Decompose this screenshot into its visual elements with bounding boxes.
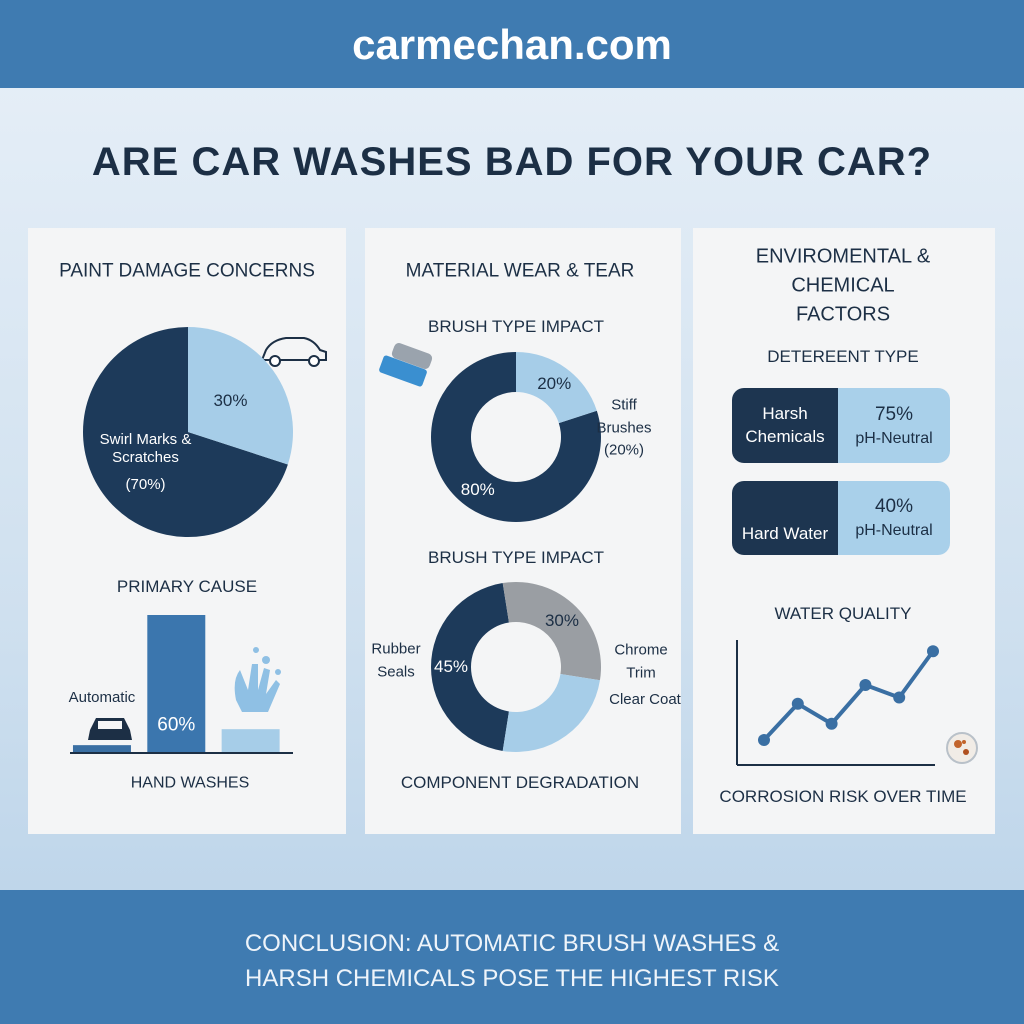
value-label: 80% [460, 479, 495, 499]
pie-slice [188, 327, 293, 465]
row-label: Hard Water [741, 523, 829, 543]
chart-title: PRIMARY CAUSE [116, 576, 258, 596]
value-label: 45% [433, 656, 469, 676]
x-axis-label: CORROSION RISK OVER TIME [719, 786, 967, 806]
value-label: 60% [157, 714, 196, 736]
rust-icon [946, 732, 978, 764]
chart-title: BRUSH TYPE IMPACT [427, 316, 605, 336]
car-icon [88, 718, 132, 740]
point [927, 645, 939, 658]
chart-caption: COMPONENT DEGRADATION [400, 772, 640, 792]
value-label: 30% [544, 610, 579, 630]
site-name: carmechan.com [352, 20, 672, 68]
pie-slice [431, 583, 509, 751]
value-label: 20% [537, 374, 572, 394]
section-title: DETEREENT TYPE [767, 346, 919, 366]
x-axis-label: HAND WASHES [130, 774, 250, 792]
pie-slice [431, 352, 601, 523]
point [758, 734, 770, 746]
slice-label: Swirl Marks & Scratches [99, 430, 192, 466]
detergent-row: Harsh Chemicals 75% pH-Neutral [732, 388, 950, 463]
panel-title: PAINT DAMAGE CONCERNS [59, 260, 315, 282]
value-label: 30% [213, 390, 248, 410]
row-sublabel: pH-Neutral [855, 429, 933, 447]
pie-slice [516, 352, 597, 424]
slice-label: Rubber Seals [371, 640, 421, 681]
hand-icon [234, 647, 281, 712]
bar [72, 745, 131, 752]
chart-title: WATER QUALITY [774, 603, 912, 623]
brush-icon [379, 343, 433, 387]
header-bar [0, 0, 1024, 88]
panel-title: ENVIROMENTAL & CHEMICAL FACTORS [755, 245, 931, 326]
row-label: Harsh Chemicals [745, 404, 825, 446]
point [859, 679, 872, 691]
row-value: 40% [874, 496, 914, 518]
pie-slice [502, 582, 601, 681]
x-tick-label: Automatic [68, 689, 136, 706]
car-icon [260, 337, 327, 367]
slice-label: Stiff Brushes (20%) [596, 396, 652, 459]
row-sublabel: pH-Neutral [855, 522, 933, 540]
value-label: (70%) [125, 475, 166, 493]
slice-label: Clear Coat [609, 690, 681, 708]
line [762, 650, 935, 742]
pie-slice [83, 327, 288, 537]
point [791, 697, 804, 710]
footer-bar [0, 890, 1024, 1024]
bar [221, 729, 280, 752]
main-title: ARE CAR WASHES BAD FOR YOUR CAR? [91, 140, 933, 184]
bar [147, 615, 206, 752]
pie-slice [502, 674, 600, 752]
slice-label: Chrome Trim [614, 641, 668, 682]
row-value: 75% [874, 403, 914, 425]
point [893, 691, 906, 704]
point [825, 717, 838, 730]
panel-title: MATERIAL WEAR & TEAR [405, 260, 635, 282]
conclusion: CONCLUSION: AUTOMATIC BRUSH WASHES & HAR… [244, 930, 780, 992]
detergent-row: Hard Water 40% pH-Neutral [732, 481, 950, 555]
chart-title: BRUSH TYPE IMPACT [427, 547, 605, 567]
